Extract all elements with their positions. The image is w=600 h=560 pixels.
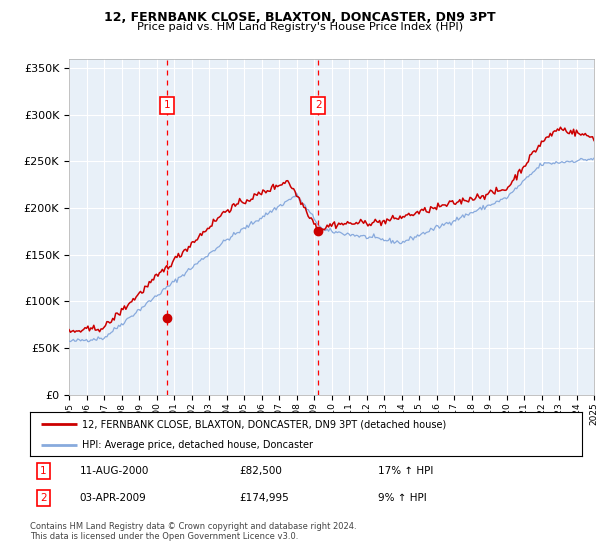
Text: Contains HM Land Registry data © Crown copyright and database right 2024.
This d: Contains HM Land Registry data © Crown c… [30, 522, 356, 542]
Text: 17% ↑ HPI: 17% ↑ HPI [378, 466, 433, 476]
Text: 2: 2 [315, 100, 322, 110]
Text: Price paid vs. HM Land Registry's House Price Index (HPI): Price paid vs. HM Land Registry's House … [137, 22, 463, 32]
Text: 11-AUG-2000: 11-AUG-2000 [80, 466, 149, 476]
Text: 1: 1 [40, 466, 47, 476]
Text: 03-APR-2009: 03-APR-2009 [80, 493, 146, 503]
Text: £174,995: £174,995 [240, 493, 290, 503]
Text: 12, FERNBANK CLOSE, BLAXTON, DONCASTER, DN9 3PT: 12, FERNBANK CLOSE, BLAXTON, DONCASTER, … [104, 11, 496, 24]
Text: £82,500: £82,500 [240, 466, 283, 476]
Text: 2: 2 [40, 493, 47, 503]
Text: HPI: Average price, detached house, Doncaster: HPI: Average price, detached house, Donc… [82, 440, 313, 450]
Text: 12, FERNBANK CLOSE, BLAXTON, DONCASTER, DN9 3PT (detached house): 12, FERNBANK CLOSE, BLAXTON, DONCASTER, … [82, 419, 446, 429]
Text: 9% ↑ HPI: 9% ↑ HPI [378, 493, 427, 503]
Text: 1: 1 [164, 100, 170, 110]
